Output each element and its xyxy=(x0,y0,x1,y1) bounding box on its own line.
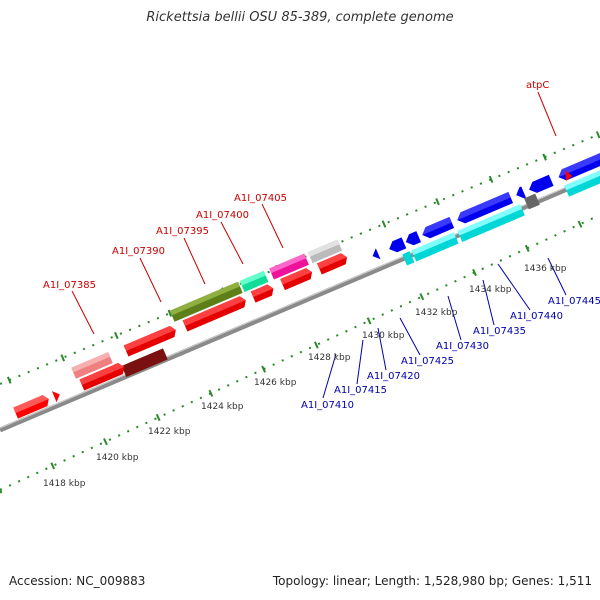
gene-a1i-07385 xyxy=(121,348,168,378)
label-atpc: atpC xyxy=(526,80,549,91)
label-a1i-07420: A1I_07420 xyxy=(367,371,420,382)
label-a1i-07385: A1I_07385 xyxy=(43,280,96,291)
gene-dark-grey xyxy=(524,193,540,210)
upper-scale-tick xyxy=(167,309,173,317)
lower-scale-tick xyxy=(366,317,372,325)
lower-scale-tick xyxy=(0,487,3,494)
label-a1i-07405: A1I_07405 xyxy=(234,193,287,204)
upper-scale-tick xyxy=(595,131,600,139)
scale-label-1430: 1430 kbp xyxy=(362,331,405,341)
scale-label-1424: 1424 kbp xyxy=(201,402,244,412)
scale-label-1428: 1428 kbp xyxy=(308,353,351,363)
label-a1i-07400: A1I_07400 xyxy=(196,210,249,221)
upper-scale-tick xyxy=(6,376,12,384)
gene-rev-6 xyxy=(516,186,526,199)
reverse-callouts xyxy=(322,257,567,399)
upper-scale-tick xyxy=(435,198,440,206)
scale-label-1434: 1434 kbp xyxy=(469,285,512,295)
lower-scale-tick xyxy=(419,293,425,301)
lower-scale-tick xyxy=(313,341,319,349)
lower-scale-tick xyxy=(103,438,108,446)
gene-rev-1 xyxy=(372,248,381,260)
gene-fwd-arrow-small xyxy=(51,391,60,403)
lower-scale-tick xyxy=(261,365,266,373)
map-title: Rickettsia bellii OSU 85-389, complete g… xyxy=(146,10,454,25)
gene-rev-7 xyxy=(529,174,554,193)
gene-cyan-1 xyxy=(402,251,415,266)
lower-scale-track xyxy=(0,214,600,491)
lower-scale-tick xyxy=(155,413,161,422)
upper-scale-tick xyxy=(60,354,66,362)
upper-scale-tick xyxy=(381,220,387,228)
forward-callouts xyxy=(71,91,557,335)
label-a1i-07425: A1I_07425 xyxy=(401,356,454,367)
lower-scale-tick xyxy=(208,389,214,397)
upper-scale-tick xyxy=(542,153,547,161)
upper-scale-track xyxy=(0,133,600,385)
label-a1i-07435: A1I_07435 xyxy=(473,326,526,337)
scale-label-1436: 1436 kbp xyxy=(524,264,567,274)
gene-cyan-4 xyxy=(564,153,600,197)
label-a1i-07415: A1I_07415 xyxy=(334,385,387,396)
upper-scale-tick xyxy=(114,331,119,340)
lower-scale-tick xyxy=(577,220,583,228)
gene-rev-2 xyxy=(389,237,407,253)
label-a1i-07390: A1I_07390 xyxy=(112,246,165,257)
label-a1i-07445: A1I_07445 xyxy=(548,296,600,307)
scale-label-1426: 1426 kbp xyxy=(254,378,297,388)
scale-label-1420: 1420 kbp xyxy=(96,453,139,463)
upper-scale-tick xyxy=(488,175,494,183)
lower-scale-tick xyxy=(472,268,477,277)
topology-text: Topology: linear; Length: 1,528,980 bp; … xyxy=(272,574,592,588)
label-a1i-07440: A1I_07440 xyxy=(510,311,563,322)
scale-label-1422: 1422 kbp xyxy=(148,427,191,437)
gene-rev-3 xyxy=(405,231,422,246)
lower-scale-tick xyxy=(50,462,56,470)
atpc-marker xyxy=(565,170,572,181)
accession-text: Accession: NC_009883 xyxy=(9,574,146,588)
label-a1i-07410: A1I_07410 xyxy=(301,400,354,411)
lower-scale-tick xyxy=(524,244,530,252)
scale-label-1418: 1418 kbp xyxy=(43,479,86,489)
label-a1i-07430: A1I_07430 xyxy=(436,341,489,352)
label-a1i-07395: A1I_07395 xyxy=(156,226,209,237)
scale-label-1432: 1432 kbp xyxy=(415,308,458,318)
